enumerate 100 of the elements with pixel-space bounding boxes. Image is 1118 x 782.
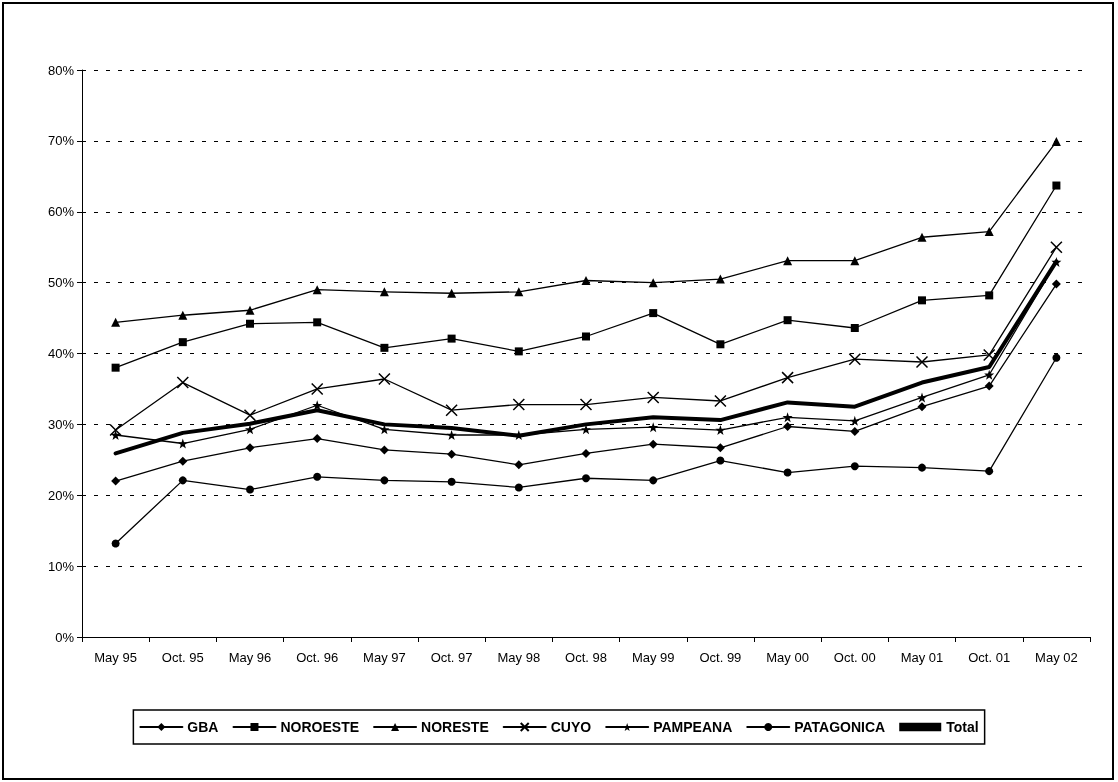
point: [648, 439, 658, 449]
point: [850, 323, 859, 332]
point: [246, 485, 254, 494]
point: [715, 443, 725, 453]
point: [984, 227, 994, 237]
y-tick-label: 70%: [47, 133, 75, 149]
x-tick-label: Oct. 98: [565, 650, 607, 665]
legend-label: NORESTE: [421, 719, 489, 735]
x-tick-label: Oct. 01: [968, 650, 1011, 665]
x-tick-label: May 96: [228, 650, 272, 665]
point: [917, 232, 927, 242]
point: [781, 371, 794, 384]
y-tick-label: 60%: [47, 204, 75, 220]
point: [177, 438, 188, 449]
point: [982, 348, 996, 362]
legend-label: Total: [946, 719, 979, 735]
point: [648, 422, 659, 433]
x-tick-label: May 99: [631, 650, 675, 665]
x-tick-label: Oct. 99: [699, 650, 742, 665]
point: [514, 460, 524, 470]
point: [915, 355, 929, 369]
point: [514, 483, 523, 492]
point: [178, 338, 187, 347]
point: [313, 318, 322, 327]
point: [514, 347, 523, 356]
legend-label: PATAGONICA: [794, 719, 886, 735]
point: [446, 430, 457, 441]
point: [985, 467, 994, 476]
point: [178, 476, 187, 485]
x-tick-label: May 97: [363, 650, 406, 665]
point: [716, 456, 725, 465]
y-tick-label: 30%: [47, 416, 75, 432]
point: [1052, 181, 1061, 190]
point: [1051, 257, 1062, 268]
legend-label: CUYO: [550, 719, 592, 735]
point: [447, 288, 457, 298]
point: [783, 468, 792, 477]
point: [245, 443, 255, 453]
point: [378, 372, 391, 386]
point: [379, 445, 389, 455]
point: [984, 381, 994, 391]
point: [111, 363, 120, 372]
point: [581, 276, 591, 285]
point: [445, 403, 458, 417]
point: [918, 463, 926, 472]
point: [1050, 240, 1063, 254]
x-tick-label: May 00: [766, 650, 809, 665]
x-tick-label: Oct. 00: [833, 650, 876, 665]
point: [1051, 137, 1061, 147]
point: [649, 476, 658, 485]
point: [783, 256, 793, 266]
point: [111, 539, 120, 548]
point: [1052, 353, 1061, 362]
legend-label: PAMPEANA: [653, 719, 733, 735]
point: [783, 422, 793, 431]
point: [312, 434, 322, 444]
y-tick-label: 20%: [47, 487, 75, 503]
y-tick-label: 50%: [47, 275, 75, 291]
point: [649, 309, 658, 318]
point: [176, 376, 190, 389]
point: [447, 449, 457, 459]
point: [715, 425, 726, 436]
y-tick-label: 10%: [47, 558, 75, 574]
point: [178, 456, 188, 466]
point: [985, 291, 994, 300]
point: [716, 340, 725, 349]
point: [714, 394, 727, 408]
point: [850, 426, 860, 436]
point: [783, 316, 792, 325]
legend-label: NOROESTE: [280, 719, 360, 735]
point: [582, 474, 590, 483]
point: [917, 392, 927, 403]
point: [380, 476, 389, 485]
point: [512, 398, 526, 411]
point: [850, 462, 859, 471]
point: [310, 382, 324, 396]
x-tick-label: Oct. 97: [430, 650, 473, 665]
point: [579, 398, 593, 411]
point: [1051, 279, 1061, 289]
point: [245, 424, 255, 435]
y-tick-label: 80%: [47, 62, 75, 78]
point: [917, 402, 927, 412]
point: [178, 310, 188, 320]
point: [313, 472, 322, 481]
x-tick-label: May 01: [900, 650, 944, 665]
x-tick-label: Oct. 95: [161, 650, 204, 665]
point: [848, 352, 862, 366]
point: [447, 334, 456, 343]
y-tick-label: 40%: [47, 346, 75, 361]
point: [245, 305, 255, 315]
y-tick-label: 0%: [55, 629, 75, 645]
point: [581, 448, 591, 458]
point: [646, 391, 660, 404]
point: [782, 412, 793, 423]
point: [715, 274, 725, 284]
x-tick-label: Oct. 96: [296, 650, 339, 665]
point: [380, 343, 389, 352]
x-tick-label: May 95: [94, 650, 137, 665]
legend-label: GBA: [187, 719, 219, 735]
point: [447, 477, 456, 486]
